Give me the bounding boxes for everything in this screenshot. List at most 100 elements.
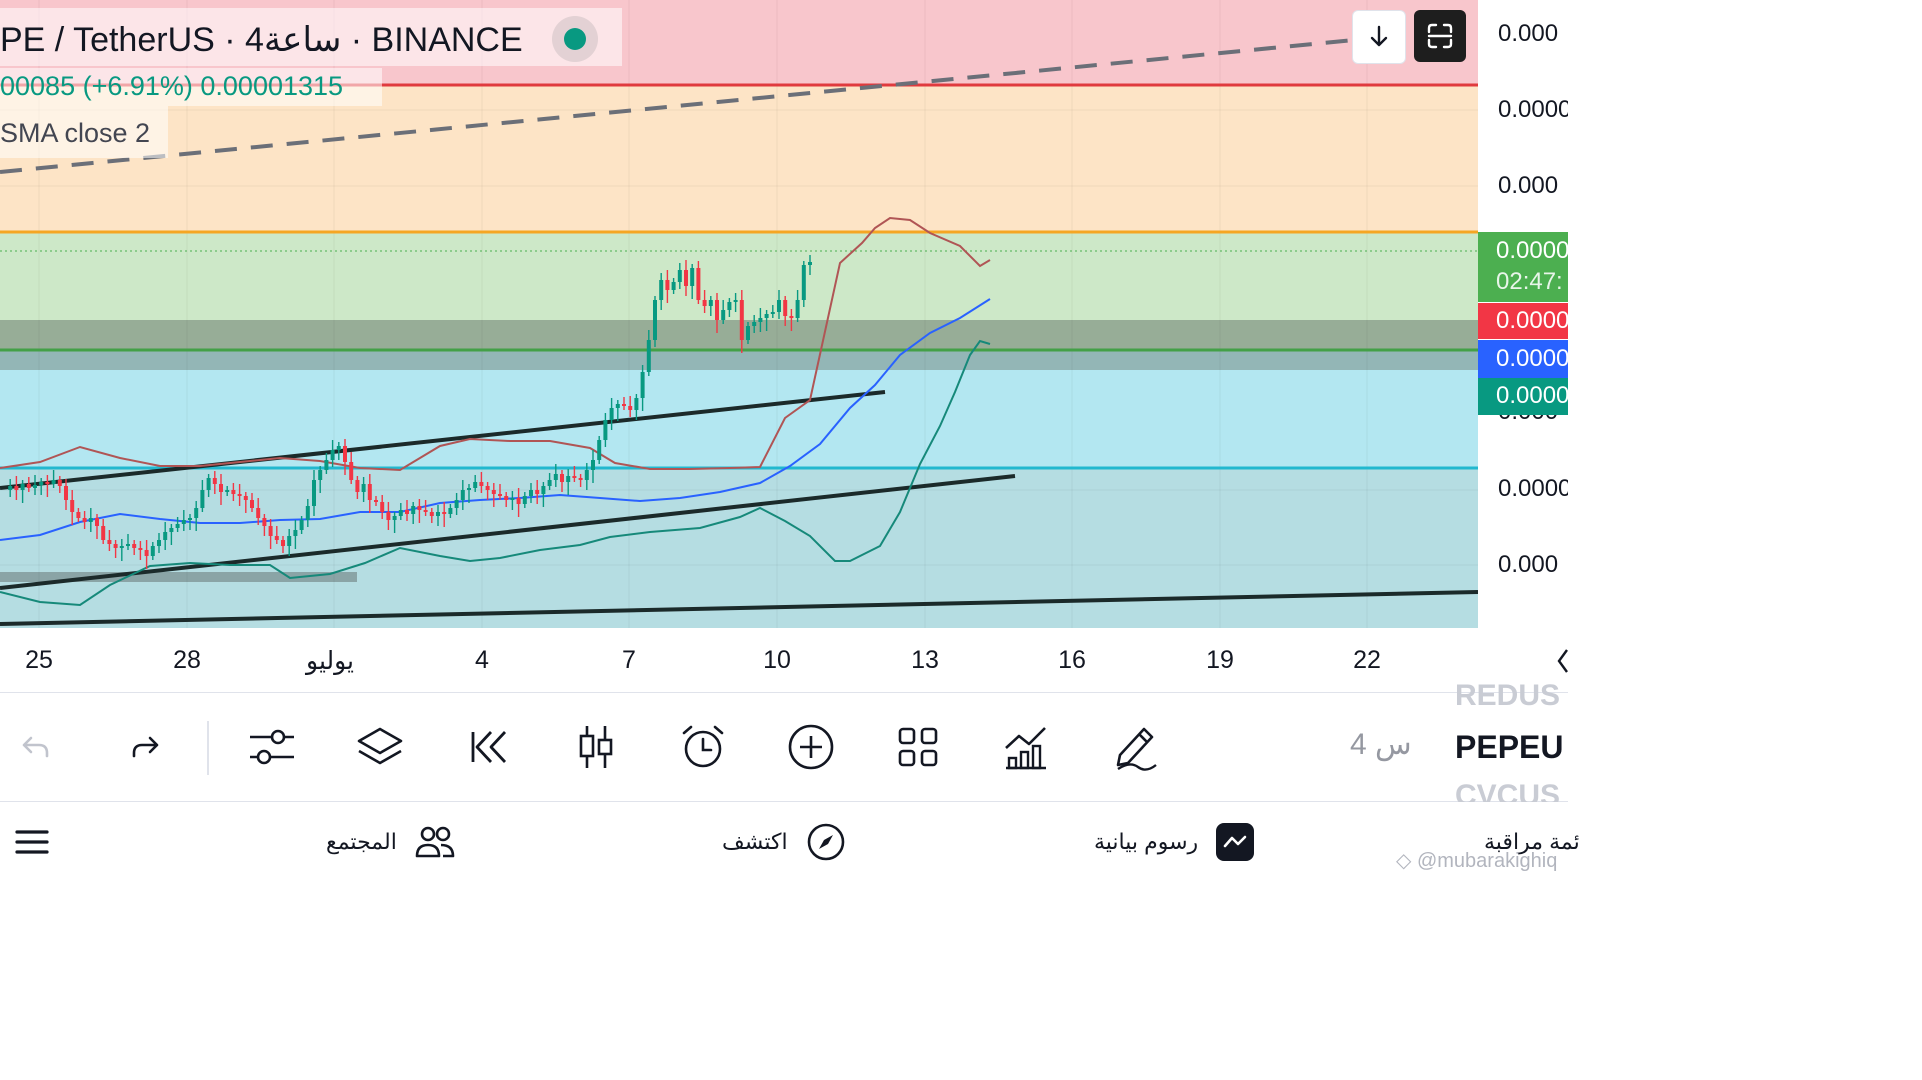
menu-button[interactable] [14, 824, 50, 860]
symbol-selector[interactable]: PEPEU [1455, 729, 1564, 765]
price-scale-label: 0.0000 [1498, 96, 1568, 123]
scroll-to-latest-button[interactable] [1352, 10, 1406, 64]
nav-charts[interactable]: رسوم بيانية [1094, 822, 1255, 862]
candle-body [547, 480, 552, 486]
time-axis[interactable]: 25 28 يوليو 4 7 10 13 16 19 22 [0, 628, 1568, 692]
candle-body [429, 512, 434, 516]
replay-button[interactable] [460, 719, 516, 775]
candle-body [88, 518, 93, 522]
candle-body [504, 496, 509, 500]
chart-canvas[interactable]: PE / TetherUS · 4ساعة · BINANCE 00085 (+… [0, 0, 1478, 628]
channel-upper-line[interactable] [0, 390, 886, 490]
chevron-left-icon[interactable] [1556, 648, 1568, 674]
layout-button[interactable] [890, 719, 946, 775]
candle-body [361, 484, 366, 492]
undo-button[interactable] [8, 719, 64, 775]
candle-body [181, 520, 186, 524]
candle-body [144, 550, 149, 556]
candle-body [64, 486, 68, 500]
candle-body [684, 270, 688, 286]
layers-button[interactable] [352, 719, 408, 775]
alert-button[interactable] [675, 719, 731, 775]
drawing-tools-button[interactable] [1106, 719, 1162, 775]
pencil-icon [1116, 727, 1157, 771]
legend-symbol-header[interactable]: PE / TetherUS · 4ساعة · BINANCE [0, 8, 622, 66]
candle-body [138, 548, 143, 550]
channel-lower-line[interactable] [0, 474, 1016, 590]
candle-body [615, 404, 620, 408]
candle-body [777, 300, 781, 312]
fullscreen-button[interactable] [1414, 10, 1466, 62]
nav-watchlist[interactable]: ئمة مراقبة [1484, 822, 1580, 862]
candle-body [653, 300, 657, 340]
candle-body [336, 446, 341, 450]
candle-body [485, 486, 490, 490]
nav-community[interactable]: المجتمع [326, 822, 455, 862]
add-button[interactable] [783, 719, 839, 775]
layers-icon [357, 727, 403, 765]
chart-type-button[interactable] [568, 719, 624, 775]
price-scale-label: 0.0000 [1498, 475, 1568, 502]
interval-selector[interactable]: 4 س [1350, 728, 1412, 761]
indicators-button[interactable] [998, 719, 1054, 775]
time-axis-label: 13 [911, 646, 939, 674]
long-trend-line[interactable] [0, 590, 1478, 626]
alarm-clock-icon [682, 725, 724, 768]
candle-body [739, 300, 744, 340]
bottom-navigation: المجتمع اكتشف رسوم بيانية ئمة مراقبة ◇ @… [0, 802, 1580, 882]
market-status-dot[interactable] [552, 16, 598, 62]
people-icon [415, 826, 455, 858]
candle-body [33, 485, 37, 488]
candle-body [677, 270, 682, 282]
candle-body [417, 506, 422, 510]
price-scale[interactable]: 0.000 0.0000 0.000 0.000 0.0000 0.000 0.… [1478, 0, 1568, 628]
candle-body [591, 460, 595, 470]
candle-body [442, 512, 447, 514]
candle-body [299, 520, 304, 530]
price-chart[interactable] [0, 0, 1478, 628]
candle-body [113, 544, 118, 548]
dashed-trend-line[interactable] [0, 33, 1406, 174]
candle-body [126, 544, 130, 546]
candle-body [572, 476, 577, 478]
hamburger-menu-icon [15, 830, 49, 854]
candle-body [721, 310, 726, 320]
candle-body [584, 470, 589, 480]
candle-body [355, 480, 360, 492]
nav-charts-label: رسوم بيانية [1094, 829, 1199, 854]
lower-band-price-tag: 0.0000 [1478, 378, 1568, 415]
fullscreen-icon [1427, 23, 1453, 49]
bollinger-lower-band [0, 339, 991, 607]
candle-body [101, 526, 106, 540]
candle-body [646, 340, 651, 372]
candle-body [318, 470, 323, 480]
nav-community-label: المجتمع [326, 829, 397, 854]
sma-line [0, 298, 991, 541]
candle-body [262, 518, 267, 526]
candle-body [578, 478, 583, 480]
symbol-title[interactable]: PE / TetherUS · 4ساعة · BINANCE [0, 21, 523, 59]
nav-explore[interactable]: اكتشف [722, 822, 846, 862]
indicator-legend-sma[interactable]: SMA close 2 [0, 106, 168, 158]
settings-button[interactable] [244, 719, 300, 775]
candle-body [603, 420, 608, 440]
candle-body [14, 486, 19, 490]
candle-body [380, 502, 385, 512]
time-axis-label: 28 [173, 646, 201, 674]
candle-body [330, 450, 335, 460]
candle-body [212, 478, 217, 484]
support-zone-dark [0, 320, 1478, 350]
candle-body [522, 496, 527, 504]
redo-button[interactable] [117, 719, 173, 775]
candle-body [467, 488, 471, 490]
candle-body [219, 484, 223, 492]
sliders-icon [250, 729, 294, 765]
candle-body [287, 536, 292, 546]
candle-body [622, 404, 626, 406]
candle-body [169, 528, 174, 532]
candle-body [231, 490, 236, 494]
candlestick-series[interactable] [8, 255, 812, 569]
candle-body [392, 516, 397, 520]
candle-body [808, 262, 812, 265]
candle-body [374, 500, 378, 502]
